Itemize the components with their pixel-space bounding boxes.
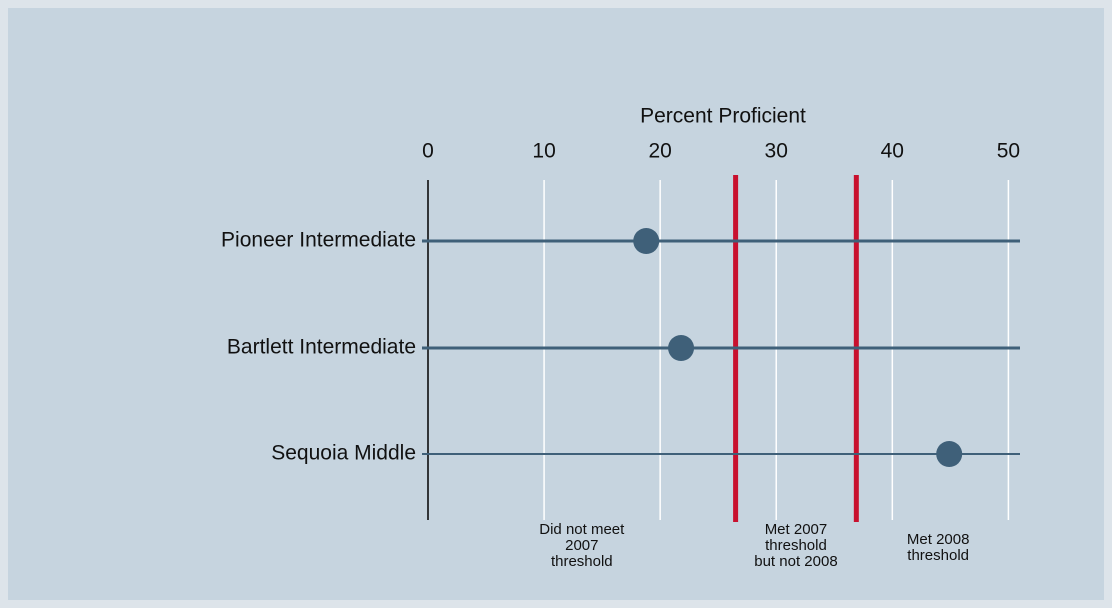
y-tick-label: Sequoia Middle — [271, 442, 416, 465]
annotation: threshold — [551, 553, 613, 570]
annotation: 2007 — [565, 537, 598, 554]
x-tick-label: 10 — [532, 140, 555, 163]
annotation: threshold — [765, 537, 827, 554]
y-tick-label: Bartlett Intermediate — [227, 336, 416, 359]
x-tick-label: 30 — [765, 140, 788, 163]
y-tick-label: Pioneer Intermediate — [221, 229, 416, 252]
x-axis-title: Percent Proficient — [640, 105, 806, 128]
dot — [633, 228, 660, 254]
annotation: Met 2007 — [765, 521, 828, 538]
x-tick-label: 50 — [997, 140, 1020, 163]
x-tick-label: 40 — [881, 140, 904, 163]
annotation: Did not meet — [539, 521, 625, 538]
x-tick-label: 0 — [422, 140, 434, 163]
x-tick-label: 20 — [648, 140, 671, 163]
plot-background — [8, 8, 1104, 600]
annotation: threshold — [907, 547, 969, 564]
dot — [936, 441, 963, 467]
annotation: but not 2008 — [754, 553, 837, 570]
annotation: Met 2008 — [907, 531, 970, 548]
dot — [668, 335, 695, 361]
